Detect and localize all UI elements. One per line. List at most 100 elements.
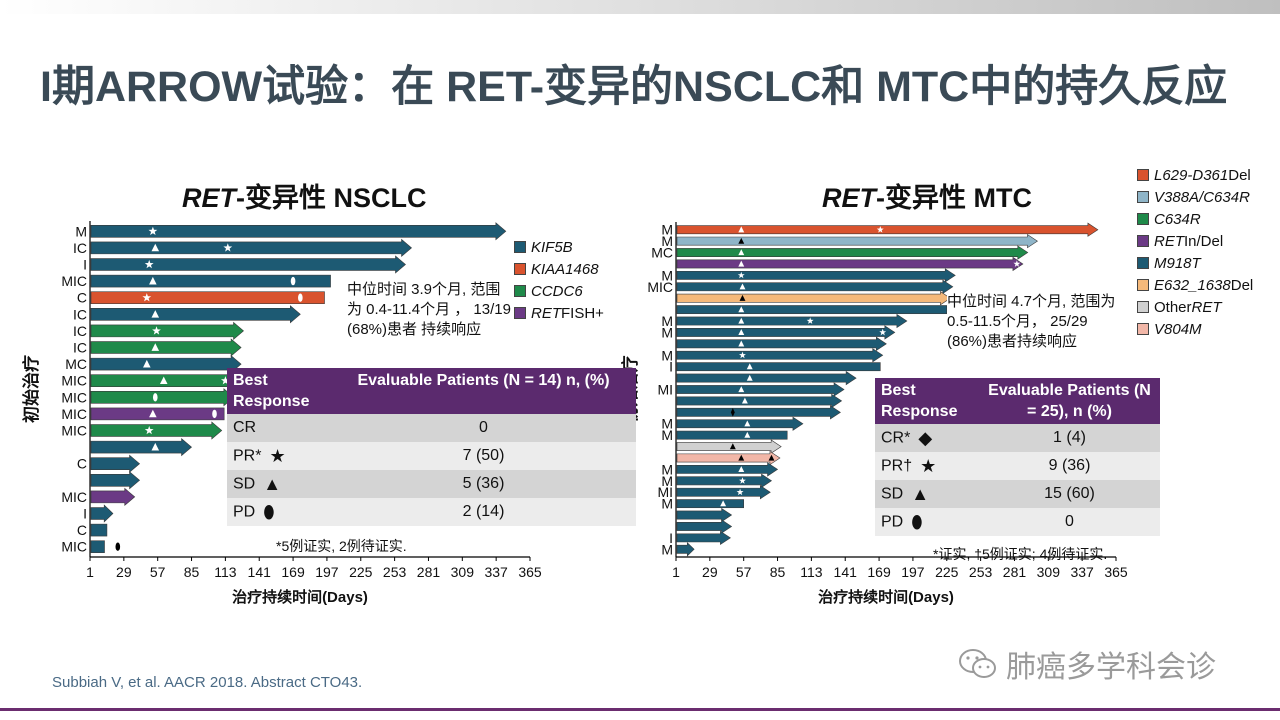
bar-label: M (661, 324, 673, 340)
x-tick-label: 281 (417, 564, 441, 580)
bar-label: M (661, 222, 673, 238)
watermark: 肺癌多学科会诊 (958, 642, 1216, 686)
x-tick-label: 1 (86, 564, 94, 580)
row-label: PR† (881, 457, 913, 475)
oval-marker (212, 409, 217, 419)
triangle-marker (746, 363, 753, 370)
star-marker (739, 351, 746, 359)
x-tick-label: 337 (484, 564, 508, 580)
right-chart-title-italic: RET (822, 183, 876, 213)
row-value: 9 (36) (979, 452, 1160, 480)
row-value: 1 (4) (979, 424, 1160, 452)
right-legend-item: V388A/C634R (1137, 186, 1253, 208)
x-tick-label: 29 (702, 564, 718, 580)
duration-bar (676, 530, 731, 546)
row-label-cell: PD ⬮ (227, 498, 331, 526)
row-value: 15 (60) (979, 480, 1160, 508)
oval-marker (298, 293, 303, 302)
legend-suffix: RET (1191, 298, 1222, 316)
triangle-marker (738, 306, 745, 313)
x-tick-label: 337 (1070, 564, 1094, 580)
triangle-marker (744, 420, 751, 427)
diamond-marker (730, 408, 735, 417)
legend-label: KIF5B (531, 238, 573, 256)
triangle-marker (159, 376, 168, 385)
duration-bar (676, 325, 896, 340)
triangle-marker (739, 294, 746, 301)
star-marker (221, 376, 230, 385)
star-marker (737, 271, 745, 279)
duration-bar (676, 279, 954, 294)
triangle-marker (151, 343, 160, 351)
left-legend-item: CCDC6 (514, 280, 604, 302)
triangle-marker (738, 329, 745, 336)
bar-label: MIC (647, 279, 673, 295)
legend-swatch (1137, 235, 1149, 247)
bar-label: M (661, 347, 673, 363)
triangle-marker (741, 397, 748, 404)
legend-swatch (1137, 257, 1149, 269)
triangle-marker (739, 283, 746, 290)
table-header-evaluable: Evaluable Patients (N = 25), n (%) (979, 378, 1160, 424)
duration-bar (90, 540, 105, 553)
duration-bar (90, 454, 141, 473)
duration-bar (676, 405, 841, 420)
legend-label: RET (1154, 232, 1184, 250)
left-legend-item: RET FISH+ (514, 302, 604, 324)
right-legend-item: V804M (1137, 318, 1253, 340)
row-label-cell: PR* ★ (227, 442, 331, 470)
bar-label: M (661, 313, 673, 329)
duration-bar (676, 336, 887, 352)
x-axis-label: 治疗持续时间(Days) (818, 588, 954, 606)
x-tick-label: 169 (281, 564, 305, 580)
duration-bar (676, 362, 881, 372)
legend-label: E632_1638 (1154, 276, 1231, 294)
star-marker (739, 477, 746, 484)
triangle-marker (143, 359, 151, 368)
bar-label: MIC (61, 389, 87, 405)
right-legend-item: RET In/Del (1137, 230, 1253, 252)
duration-bar (676, 499, 744, 509)
star-marker (142, 293, 152, 302)
bar-label: MIC (61, 539, 87, 555)
triangle-marker (149, 276, 157, 285)
bar-label: M (661, 427, 673, 443)
triangle-marker (720, 500, 727, 507)
legend-label: Other (1154, 298, 1192, 316)
table-row: PR* ★ 7 (50) (227, 442, 636, 470)
wechat-icon (959, 649, 996, 678)
row-symbol: ⬮ (911, 511, 923, 532)
table-row: SD ▲ 5 (36) (227, 470, 636, 498)
x-tick-label: 225 (349, 564, 373, 580)
row-value: 5 (36) (331, 470, 636, 498)
duration-bar (90, 504, 114, 523)
row-label: PD (881, 513, 904, 531)
duration-bar (90, 471, 141, 490)
duration-bar (90, 437, 193, 457)
right-response-table: Best Response Evaluable Patients (N = 25… (875, 378, 1160, 536)
x-tick-label: 197 (315, 564, 339, 580)
bar-label: M (661, 541, 673, 557)
x-tick-label: 85 (770, 564, 786, 580)
x-axis-label: 治疗持续时间(Days) (232, 588, 368, 606)
y-axis-label: 初始治疗 (21, 355, 41, 423)
x-tick-label: 281 (1003, 564, 1027, 580)
table-row: SD ▲ 15 (60) (875, 480, 1160, 508)
duration-bar (90, 388, 235, 407)
legend-suffix: Del (1230, 276, 1254, 294)
legend-swatch (514, 285, 526, 297)
duration-bar (676, 313, 908, 329)
bar-label: MC (651, 245, 673, 261)
legend-label-rest: FISH+ (561, 304, 604, 322)
bar-label: MI (657, 382, 673, 398)
legend-suffix: Del (1228, 166, 1251, 184)
table-row: PD ⬮ 2 (14) (227, 498, 636, 526)
left-response-table: Best Response Evaluable Patients (N = 14… (227, 368, 636, 526)
bar-label: IC (73, 306, 87, 322)
duration-bar (676, 222, 1099, 237)
row-symbol: ★ (920, 455, 937, 476)
x-tick-label: 365 (518, 564, 542, 580)
row-label-cell: SD ▲ (227, 470, 331, 498)
right-legend-item: Other RET (1137, 296, 1253, 318)
bar-label: M (75, 223, 87, 239)
